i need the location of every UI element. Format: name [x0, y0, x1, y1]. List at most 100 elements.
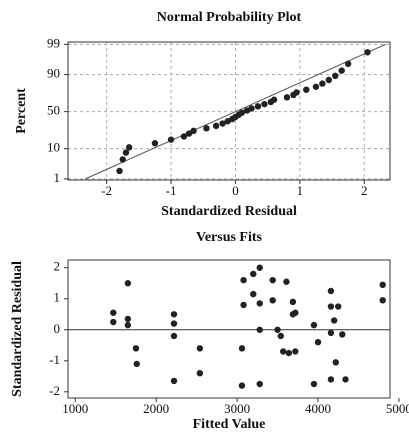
point [327, 287, 335, 295]
point [269, 276, 276, 284]
point [327, 303, 335, 310]
point [319, 80, 326, 87]
point [124, 315, 132, 323]
point [203, 125, 210, 132]
y-tick-label: 1 [54, 290, 61, 305]
point [332, 359, 339, 366]
point [125, 144, 133, 151]
y-tick-label: -1 [49, 352, 60, 367]
point [379, 297, 386, 304]
point [238, 345, 246, 352]
point [110, 309, 117, 316]
point [327, 376, 335, 383]
point [325, 76, 333, 84]
point [119, 156, 126, 163]
point [274, 326, 281, 333]
plot-frame [67, 259, 391, 399]
point [310, 321, 318, 329]
x-tick-label: 0 [232, 183, 239, 198]
point [339, 331, 346, 338]
point [283, 278, 290, 285]
x-tick-label: -2 [101, 183, 112, 198]
point [116, 167, 123, 175]
y-tick-label: -2 [49, 383, 60, 398]
x-tick-label: 1 [297, 183, 304, 198]
point [335, 303, 342, 310]
y-axis-title: Standardized Residual [10, 261, 25, 397]
point [240, 301, 247, 309]
point [256, 380, 263, 388]
point [332, 72, 339, 80]
point [338, 67, 345, 74]
point [342, 376, 349, 383]
point [196, 345, 204, 352]
point [238, 109, 246, 116]
point [256, 326, 263, 333]
point [212, 122, 220, 130]
point [312, 83, 320, 90]
point [124, 280, 132, 287]
point [219, 120, 226, 127]
point [310, 380, 318, 388]
point [314, 338, 322, 346]
point [151, 140, 159, 147]
fit-line [85, 43, 386, 180]
point [250, 290, 257, 298]
x-tick-label: -1 [166, 183, 177, 198]
point [180, 133, 188, 140]
point [292, 348, 299, 355]
point [256, 264, 263, 271]
point [170, 320, 178, 327]
point [327, 329, 335, 337]
plot-frame [67, 41, 391, 181]
point [170, 377, 178, 385]
x-tick-label: 2000 [143, 401, 169, 416]
point [303, 86, 310, 93]
point [124, 321, 132, 329]
chart-title: Normal Probability Plot [157, 10, 302, 25]
point [170, 332, 178, 340]
x-tick-label: 2 [361, 183, 368, 198]
point [330, 317, 338, 324]
point [269, 297, 276, 304]
point [270, 96, 278, 103]
x-tick-label: 3000 [224, 401, 250, 416]
point [133, 360, 140, 368]
y-tick-label: 50 [47, 103, 60, 118]
x-tick-label: 5000 [386, 401, 409, 416]
point [256, 300, 263, 307]
point [122, 149, 130, 156]
point [238, 382, 246, 389]
y-tick-label: 2 [54, 259, 61, 274]
point [285, 349, 293, 357]
x-tick-label: 4000 [305, 401, 331, 416]
point [261, 100, 268, 108]
point [132, 345, 140, 352]
point [283, 94, 291, 101]
y-tick-label: 10 [47, 140, 60, 155]
point [167, 136, 175, 143]
point [240, 276, 247, 284]
point [364, 49, 371, 56]
point [289, 298, 297, 306]
point [110, 318, 117, 326]
y-tick-label: 99 [47, 35, 60, 50]
y-axis-title: Percent [14, 88, 29, 134]
x-axis-title: Fitted Value [193, 417, 266, 432]
x-tick-label: 1000 [62, 401, 88, 416]
point [379, 281, 386, 289]
point [280, 348, 287, 355]
point [277, 332, 284, 340]
point [292, 309, 299, 316]
point [250, 270, 257, 278]
y-tick-label: 90 [47, 66, 60, 81]
point [196, 369, 204, 377]
x-axis-title: Standardized Residual [161, 204, 297, 219]
point [248, 105, 255, 112]
point [254, 103, 262, 110]
y-tick-label: 0 [54, 321, 61, 336]
chart-title: Versus Fits [196, 230, 263, 245]
point [190, 127, 197, 135]
y-tick-label: 1 [54, 170, 61, 185]
